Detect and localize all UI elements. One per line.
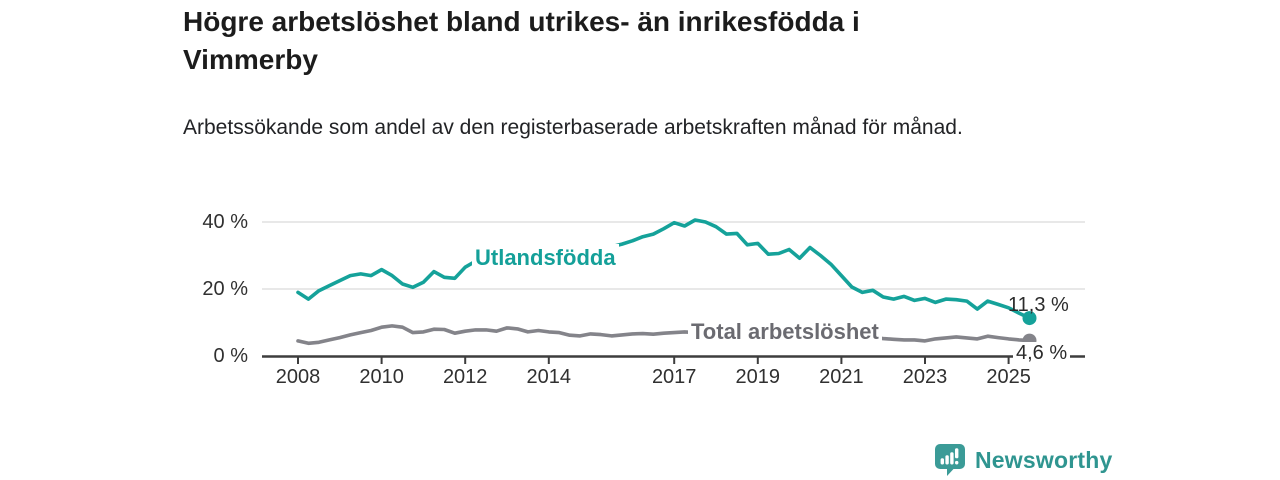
x-tick-label: 2010: [359, 366, 404, 388]
series-label-utlandsfodda: Utlandsfödda: [472, 244, 619, 272]
chart-title: Högre arbetslöshet bland utrikes- än inr…: [183, 6, 860, 75]
x-tick-label: 2014: [526, 366, 572, 388]
newsworthy-brand-text: Newsworthy: [975, 446, 1113, 473]
x-tick-label: 2019: [735, 366, 781, 388]
newsworthy-logo: Newsworthy: [934, 443, 1112, 477]
x-tick-label: 2021: [819, 366, 864, 388]
newsworthy-chart-bubble-icon: [935, 444, 965, 476]
x-tick-label: 2023: [902, 366, 948, 388]
x-tick-label: 2012: [442, 366, 488, 388]
y-tick-label: 40 %: [202, 211, 248, 233]
x-tick-label: 2008: [275, 366, 321, 388]
chart-subtitle: Arbetssökande som andel av den registerb…: [183, 116, 963, 139]
end-value-total: 4,6 %: [1013, 342, 1071, 365]
x-tick-label: 2025: [986, 366, 1031, 388]
y-tick-label: 20 %: [202, 278, 248, 300]
y-tick-label: 0 %: [213, 345, 248, 367]
series-label-total-arbetsloshet: Total arbetslöshet: [688, 318, 882, 346]
x-tick-label: 2017: [651, 366, 697, 388]
end-value-utlandsfodda: 11,3 %: [1008, 294, 1069, 316]
